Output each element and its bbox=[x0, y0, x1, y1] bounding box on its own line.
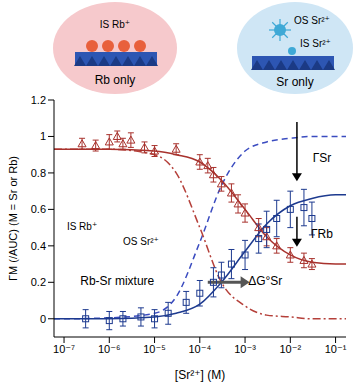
svg-text:10⁻²: 10⁻² bbox=[279, 343, 301, 355]
svg-text:0.2: 0.2 bbox=[31, 276, 46, 288]
svg-text:ΓM (/AUC) (M = Sr or Rb): ΓM (/AUC) (M = Sr or Rb) bbox=[7, 156, 19, 281]
svg-text:1.2: 1.2 bbox=[31, 94, 46, 106]
svg-text:ΓSr: ΓSr bbox=[313, 151, 332, 165]
svg-text:0: 0 bbox=[40, 313, 46, 325]
svg-text:10⁻³: 10⁻³ bbox=[234, 343, 256, 355]
svg-text:IS Rb⁺: IS Rb⁺ bbox=[100, 19, 130, 30]
svg-text:Sr only: Sr only bbox=[276, 75, 313, 89]
svg-text:OS Sr²⁺: OS Sr²⁺ bbox=[294, 15, 330, 26]
svg-text:Rb only: Rb only bbox=[95, 73, 136, 87]
svg-text:Rb-Sr mixture: Rb-Sr mixture bbox=[80, 274, 154, 288]
svg-text:[Sr²⁺] (M): [Sr²⁺] (M) bbox=[175, 368, 225, 382]
svg-text:ΓRb: ΓRb bbox=[311, 227, 333, 241]
svg-text:OS Sr²⁺: OS Sr²⁺ bbox=[123, 236, 159, 247]
svg-text:10⁻⁷: 10⁻⁷ bbox=[53, 343, 75, 355]
svg-text:0.4: 0.4 bbox=[31, 240, 46, 252]
svg-text:IS Rb⁺: IS Rb⁺ bbox=[67, 221, 97, 232]
svg-text:10⁻⁴: 10⁻⁴ bbox=[188, 343, 211, 355]
svg-text:10⁻¹: 10⁻¹ bbox=[325, 343, 347, 355]
svg-text:1: 1 bbox=[40, 130, 46, 142]
svg-text:10⁻⁶: 10⁻⁶ bbox=[98, 343, 121, 355]
svg-text:0.8: 0.8 bbox=[31, 167, 46, 179]
svg-text:ΔG°Sr: ΔG°Sr bbox=[248, 274, 282, 288]
svg-text:IS Sr²⁺: IS Sr²⁺ bbox=[300, 38, 331, 49]
svg-text:10⁻⁵: 10⁻⁵ bbox=[143, 343, 166, 355]
svg-text:0.6: 0.6 bbox=[31, 203, 46, 215]
